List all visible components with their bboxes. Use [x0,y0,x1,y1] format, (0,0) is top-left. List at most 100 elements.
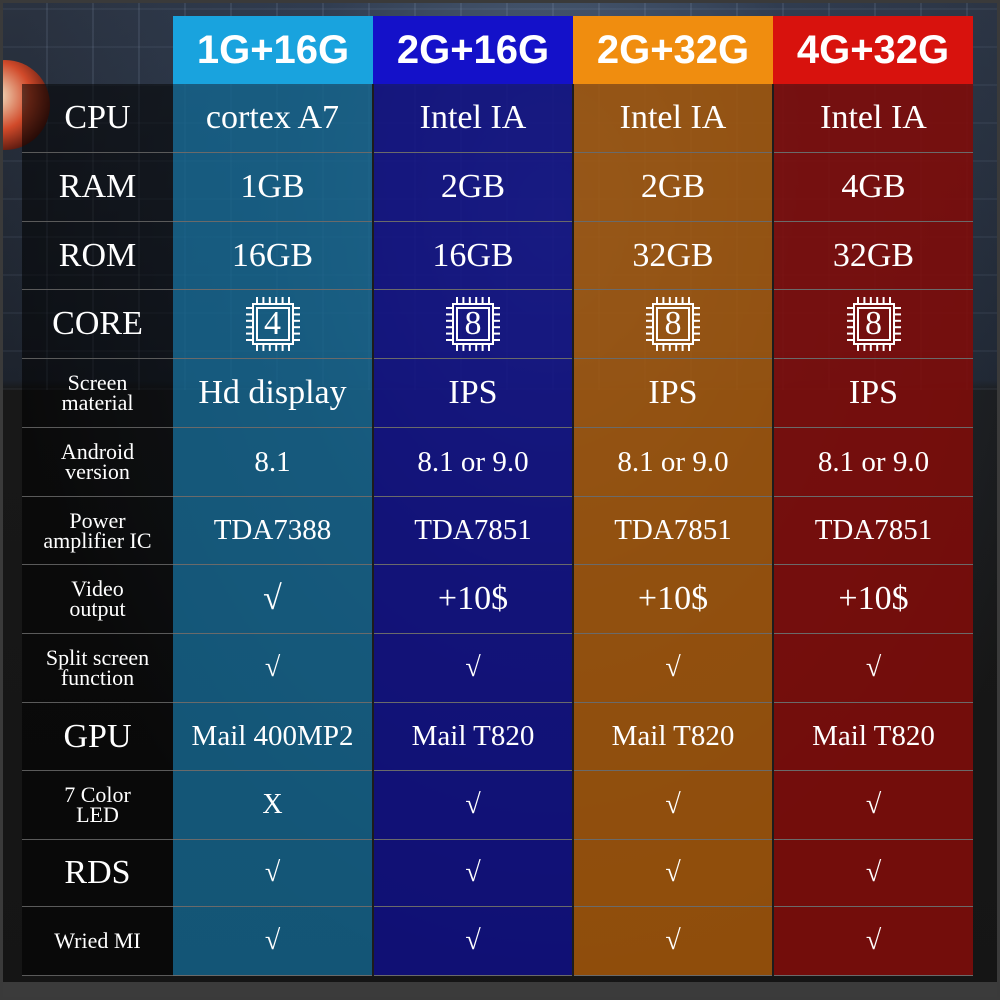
spec-cell: √ [173,839,374,907]
spec-cell: √ [573,906,774,976]
spec-cell: √ [773,906,973,976]
spec-cell: 8.1 or 9.0 [773,427,973,497]
spec-value: 1GB [240,168,305,205]
spec-row: Power amplifier IC TDA7388 TDA7851 TDA7851 TD… [22,496,973,565]
spec-value: Intel IA [419,99,527,136]
spec-cell: √ [173,564,374,634]
spec-value: 32GB [632,236,714,274]
spec-cell: cortex A7 [173,84,374,153]
spec-value: TDA7851 [814,514,933,546]
spec-value: Mail T820 [812,720,935,752]
spec-cell: √ [773,633,973,703]
row-label: Power amplifier IC [22,496,173,565]
column-header-4g-32g: 4G+32G [773,16,973,84]
spec-cell: √ [573,839,774,907]
spec-value: 8.1 [254,445,291,478]
spec-value: 8.1 or 9.0 [417,445,529,478]
spec-cell: Intel IA [573,84,774,153]
row-label-line: Split screen [45,645,150,671]
row-label-line: ROM [58,236,137,274]
spec-cell: Intel IA [773,84,973,153]
spec-value: cortex A7 [205,99,340,136]
spec-value: 32GB [832,236,915,274]
row-label-line: 7 Color [64,782,131,808]
column-header-2g-32g: 2G+32G [573,16,773,84]
spec-cell: √ [573,770,774,840]
cpu-chip-icon: 8 [444,295,502,353]
spec-row: RAM 1GB 2GB 2GB 4GB [22,152,973,222]
spec-cell: Mail T820 [373,702,574,771]
spec-value: √ [665,652,681,683]
spec-cell: 16GB [373,221,574,290]
bottom-bar [0,982,1000,1000]
row-label-line: Power [69,507,126,533]
spec-cell: TDA7388 [173,496,374,565]
spec-row: Android version 8.1 8.1 or 9.0 8.1 or 9.0 8.1… [22,427,973,497]
spec-value: √ [865,652,882,683]
spec-cell: 8 [373,289,574,359]
spec-cell: TDA7851 [373,496,574,565]
row-label: Wried MI [22,906,173,976]
spec-value: √ [465,652,481,683]
cpu-chip-icon: 8 [845,295,903,353]
column-header-1g-16g: 1G+16G [173,16,373,84]
row-label: 7 Color LED [22,770,173,840]
spec-value: 16GB [231,236,314,274]
row-label: CORE [22,289,173,359]
spec-comparison-table: 1G+16G 2G+16G 2G+32G 4G+32G CPU cortex A7… [22,16,973,976]
spec-cell: √ [773,839,973,907]
core-count: 8 [464,305,482,342]
spec-cell: +10$ [373,564,574,634]
spec-value: TDA7851 [414,514,532,546]
spec-cell: Mail T820 [573,702,774,771]
spec-row: ROM 16GB 16GB 32GB 32GB [22,221,973,290]
spec-value: √ [465,789,481,820]
spec-value: Mail T820 [411,720,535,752]
spec-cell: √ [373,770,574,840]
spec-cell: Hd display [173,358,374,428]
spec-cell: Mail 400MP2 [173,702,374,771]
spec-value: √ [264,857,281,888]
row-label-line: version [65,459,130,484]
spec-value: √ [865,925,882,956]
core-count: 8 [865,305,882,342]
spec-value: +10$ [838,580,909,617]
spec-cell: √ [773,770,973,840]
spec-cell: 8.1 [173,427,374,497]
spec-value: 2GB [640,168,706,205]
row-label-line: function [60,665,135,690]
spec-cell: √ [173,906,374,976]
spec-cell: X [173,770,374,840]
row-label-line: CORE [52,305,143,342]
row-label: GPU [22,702,173,771]
spec-value: IPS [848,374,899,411]
row-label: RAM [22,152,173,222]
spec-value: √ [264,925,281,956]
row-label-line: Video [71,576,124,602]
spec-cell: 4GB [773,152,973,222]
cpu-chip-icon: 8 [644,295,702,353]
spec-cell: Intel IA [373,84,574,153]
core-count: 4 [264,305,281,342]
spec-value: √ [665,925,681,956]
row-label-line: RDS [64,854,131,891]
spec-value: Intel IA [820,99,927,136]
column-header-2g-16g: 2G+16G [373,16,573,84]
header-row: 1G+16G 2G+16G 2G+32G 4G+32G [22,16,973,84]
spec-value: +10$ [437,580,509,617]
spec-value: 8.1 or 9.0 [617,445,729,478]
spec-cell: 8.1 or 9.0 [373,427,574,497]
spec-value: 8.1 or 9.0 [817,445,930,478]
row-label-line: Android [60,439,135,465]
spec-cell: +10$ [773,564,973,634]
spec-cell: TDA7851 [573,496,774,565]
spec-row: Video output √ +10$ +10$ +10$ [22,564,973,634]
spec-value: 4GB [841,168,906,205]
header-corner [22,16,173,84]
row-label: RDS [22,839,173,907]
row-label: Split screen function [22,633,173,703]
spec-value: √ [465,925,481,956]
spec-cell: 1GB [173,152,374,222]
spec-value: IPS [648,374,698,411]
spec-cell: 32GB [773,221,973,290]
